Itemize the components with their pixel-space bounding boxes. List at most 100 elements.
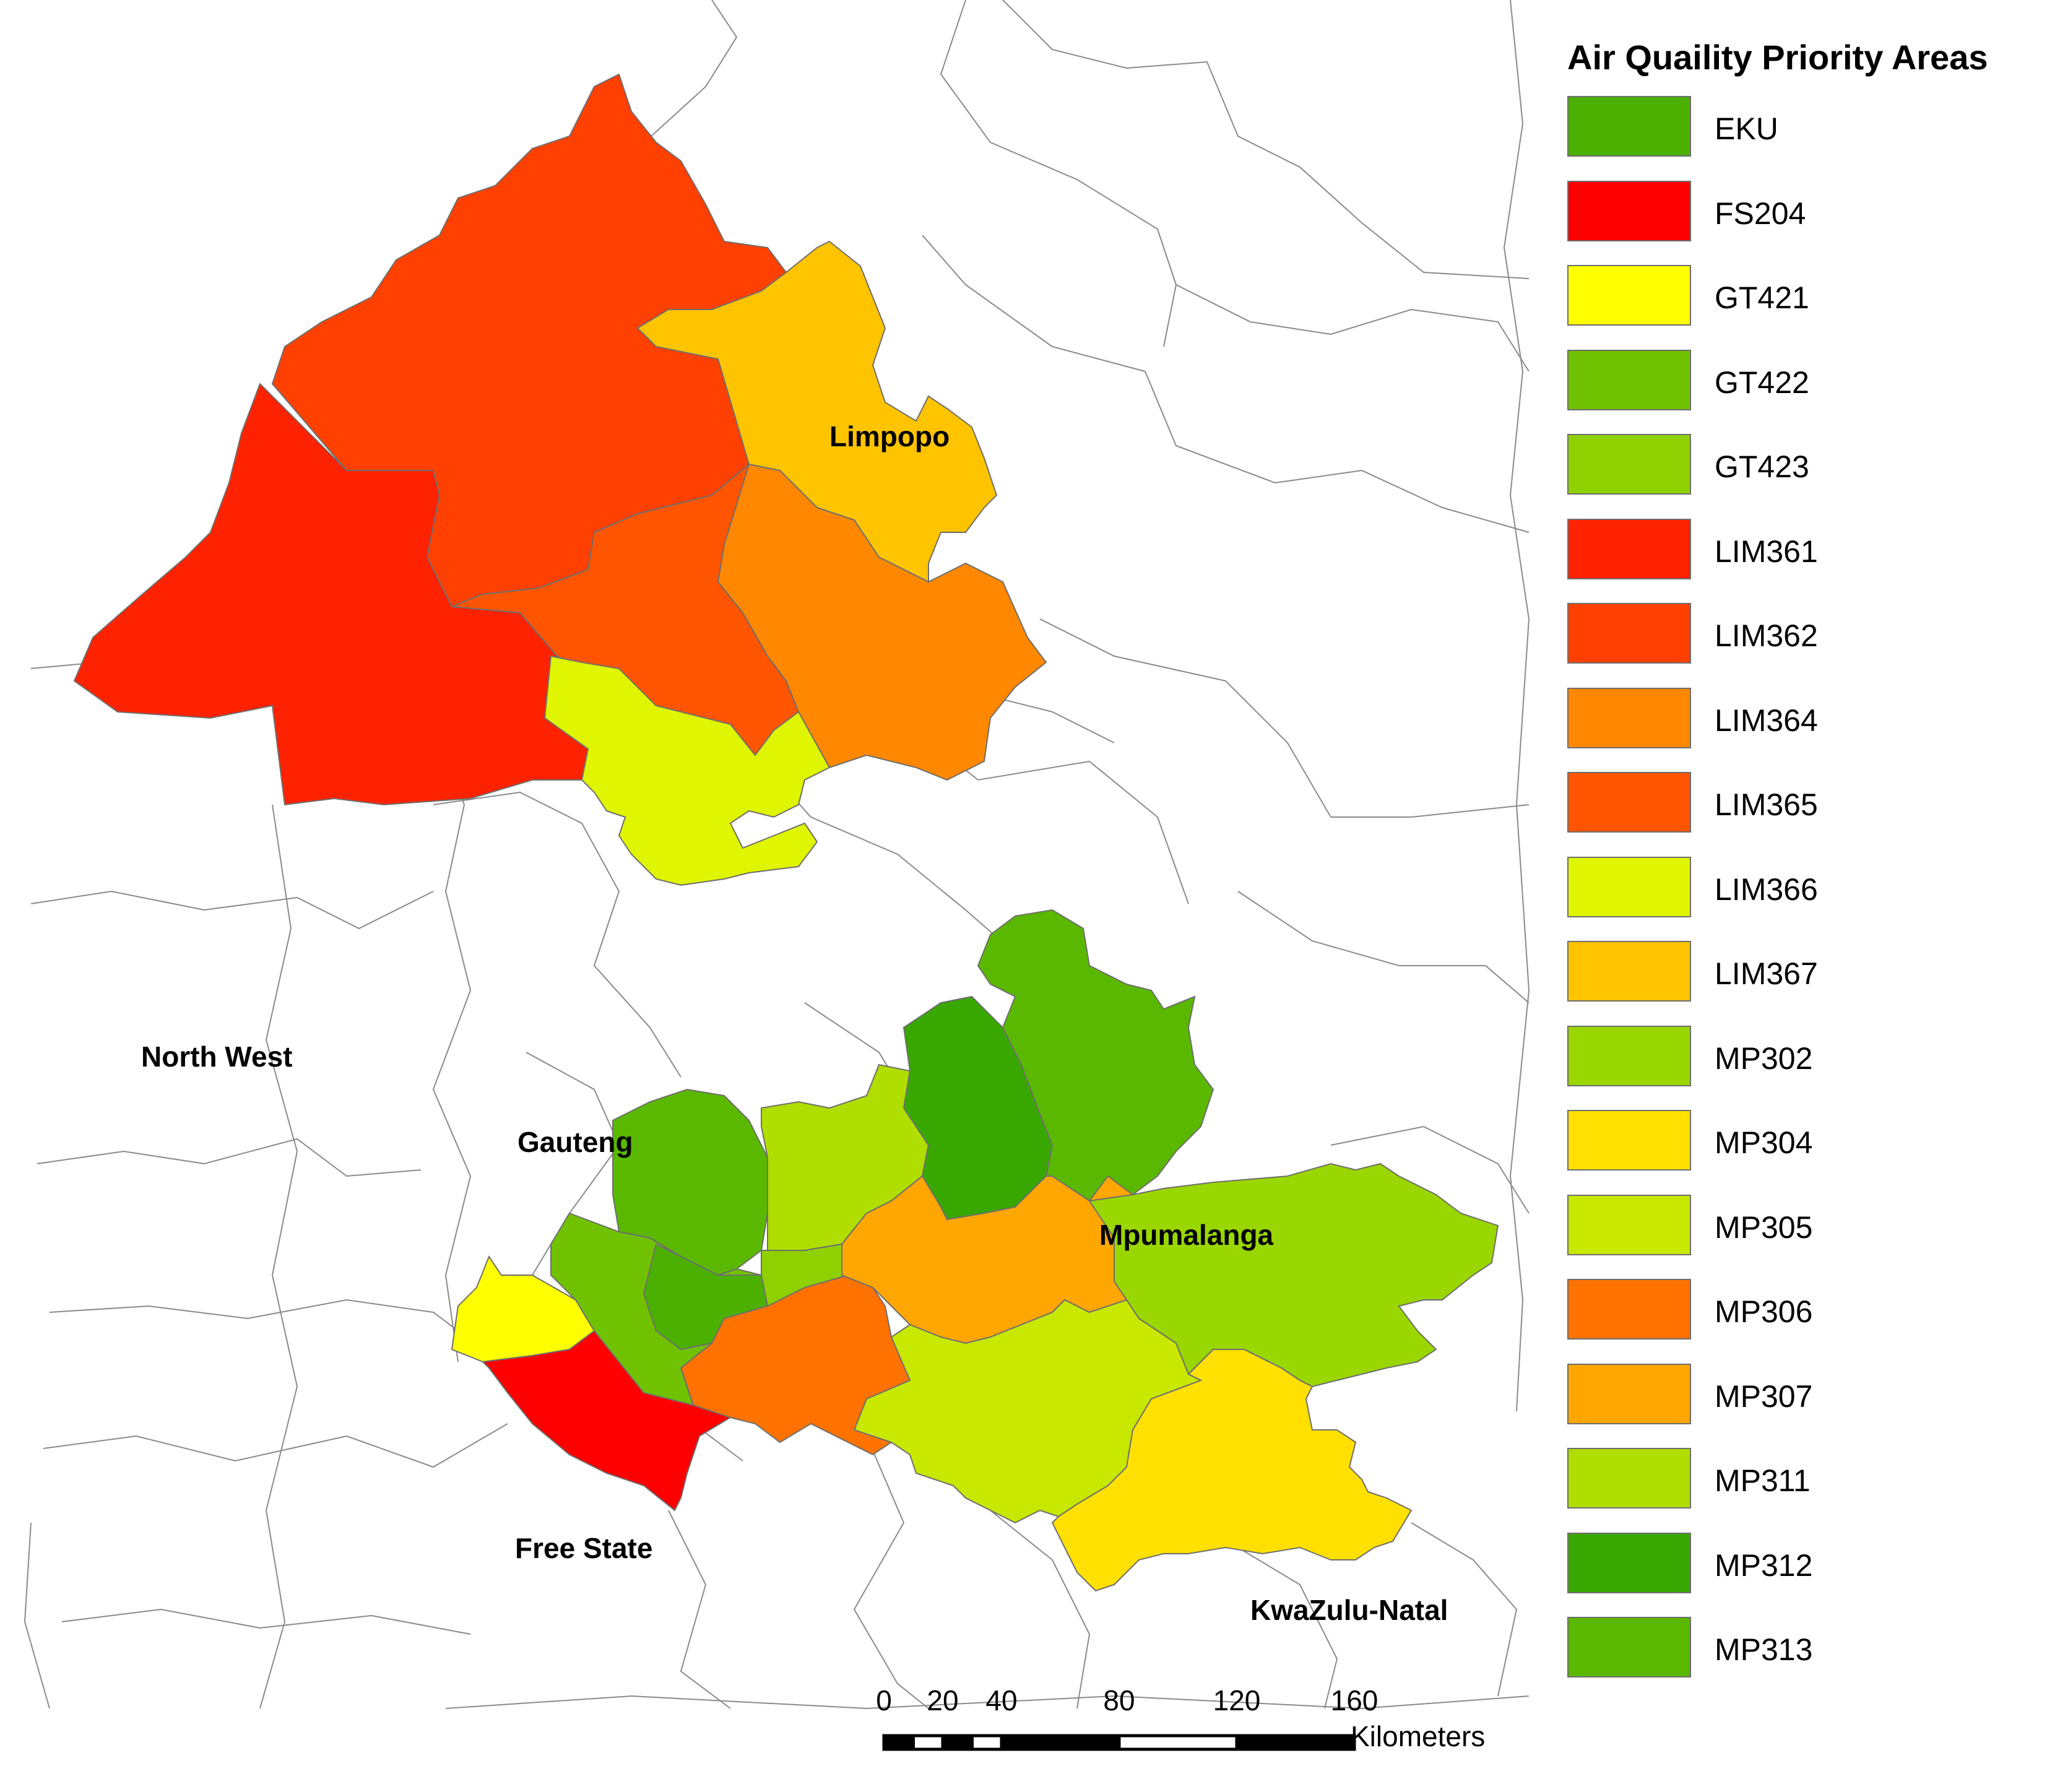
boundary-line — [922, 235, 1530, 533]
area-lim366 — [543, 655, 831, 886]
scale-tick-label: 120 — [1213, 1684, 1261, 1716]
boundary-line — [1039, 618, 1530, 818]
scale-tick-label: 160 — [1330, 1684, 1378, 1716]
map-canvas[interactable] — [0, 0, 1560, 1792]
scale-bar: 0 20 40 80 120 160 Kilometers — [873, 1684, 1554, 1777]
scale-tick-label: 20 — [927, 1684, 959, 1716]
area-mp302-north — [977, 909, 1214, 1202]
legend-item-gt422: GT422 — [1560, 349, 1993, 412]
legend-swatch — [1567, 856, 1691, 917]
boundary-line — [1237, 1547, 1338, 1709]
province-label-north-west: North West — [141, 1041, 293, 1073]
boundary-line — [1175, 284, 1530, 372]
legend-label: MP312 — [1715, 1547, 1813, 1583]
boundary-line — [49, 1299, 483, 1350]
boundary-line — [940, 0, 1177, 347]
boundary-line — [853, 1435, 929, 1709]
legend-swatch — [1567, 434, 1691, 495]
legend-item-gt423: GT423 — [1560, 434, 1993, 496]
scale-segment — [912, 1734, 945, 1751]
legend-item-lim366: LIM366 — [1560, 856, 1993, 919]
map-area[interactable]: Limpopo North West Gauteng Mpumalanga Fr… — [0, 0, 1560, 1792]
legend-item-mp305: MP305 — [1560, 1194, 1993, 1257]
legend-label: MP302 — [1715, 1041, 1813, 1076]
boundary-line — [1503, 0, 1530, 1412]
legend-item-lim365: LIM365 — [1560, 772, 1993, 834]
area-lim367 — [636, 240, 998, 583]
legend-item-eku: EKU — [1560, 96, 1993, 158]
legend-swatch — [1567, 1025, 1691, 1086]
legend-label: LIM362 — [1715, 618, 1818, 653]
legend-item-fs204: FS204 — [1560, 180, 1993, 243]
boundary-line — [37, 1138, 422, 1177]
legend-label: MP307 — [1715, 1379, 1813, 1414]
legend-swatch — [1567, 1194, 1691, 1255]
legend-item-lim361: LIM361 — [1560, 518, 1993, 581]
boundary-line — [1411, 1522, 1518, 1697]
legend-swatch — [1567, 1448, 1691, 1508]
legend-label: MP313 — [1715, 1632, 1813, 1667]
legend-item-lim367: LIM367 — [1560, 941, 1993, 1003]
legend-label: LIM365 — [1715, 787, 1818, 822]
legend-label: LIM364 — [1715, 703, 1818, 738]
boundary-line — [43, 1423, 508, 1468]
scale-segment — [1117, 1734, 1239, 1751]
legend-swatch — [1567, 1279, 1691, 1340]
legend-title: Air Quaility Priority Areas — [1567, 38, 1988, 77]
legend-item-gt421: GT421 — [1560, 265, 1993, 327]
boundary-line — [668, 1510, 731, 1709]
legend-swatch — [1567, 349, 1691, 410]
legend-label: LIM361 — [1715, 534, 1818, 569]
scale-segment — [882, 1734, 915, 1751]
legend-label: GT422 — [1715, 365, 1809, 400]
boundary-line — [30, 890, 434, 930]
scale-segment — [971, 1734, 1003, 1751]
highveld-areas — [451, 909, 1499, 1592]
boundary-line — [1237, 891, 1530, 1003]
legend-swatch — [1567, 1363, 1691, 1424]
legend-swatch — [1567, 265, 1691, 326]
legend-item-lim364: LIM364 — [1560, 687, 1993, 750]
legend-label: MP304 — [1715, 1125, 1813, 1160]
legend-label: MP305 — [1715, 1210, 1813, 1245]
legend-swatch — [1567, 1110, 1691, 1171]
legend-swatch — [1567, 180, 1691, 241]
legend-item-mp313: MP313 — [1560, 1617, 1993, 1679]
province-label-kwazulu-natal: KwaZulu-Natal — [1250, 1594, 1448, 1626]
legend-label: MP311 — [1715, 1463, 1811, 1498]
boundary-line — [61, 1608, 471, 1635]
legend-label: LIM367 — [1715, 956, 1818, 991]
legend-swatch — [1567, 772, 1691, 833]
scale-tick-label: 0 — [876, 1684, 892, 1716]
legend-swatch — [1567, 1532, 1691, 1593]
legend-label: LIM366 — [1715, 872, 1818, 907]
province-label-mpumalanga: Mpumalanga — [1099, 1219, 1274, 1251]
boundary-line — [259, 804, 298, 1709]
legend-swatch — [1567, 603, 1691, 664]
legend-label: GT423 — [1715, 449, 1809, 484]
legend-swatch — [1567, 687, 1691, 748]
legend-item-mp307: MP307 — [1560, 1363, 1993, 1426]
legend-swatch — [1567, 1617, 1691, 1677]
scale-units-label: Kilometers — [1351, 1720, 1486, 1752]
legend-label: MP306 — [1715, 1294, 1813, 1329]
legend-swatch — [1567, 941, 1691, 1002]
legend-label: EKU — [1715, 111, 1778, 146]
scale-segment — [1235, 1734, 1356, 1751]
scale-bar-graphic — [882, 1734, 1356, 1751]
boundary-line — [1330, 1125, 1530, 1214]
legend-label: GT421 — [1715, 280, 1809, 315]
legend-item-mp311: MP311 — [1560, 1448, 1993, 1510]
province-label-free-state: Free State — [515, 1532, 653, 1564]
legend-item-mp304: MP304 — [1560, 1110, 1993, 1172]
province-label-limpopo: Limpopo — [829, 420, 950, 452]
legend-label: FS204 — [1715, 196, 1806, 231]
legend-item-lim362: LIM362 — [1560, 603, 1993, 665]
scale-tick-label: 80 — [1103, 1684, 1135, 1716]
scale-tick-label: 40 — [985, 1684, 1018, 1716]
province-label-gauteng: Gauteng — [517, 1126, 633, 1158]
boundary-line — [1002, 0, 1530, 279]
legend-item-mp306: MP306 — [1560, 1279, 1993, 1341]
legend-swatch — [1567, 96, 1691, 157]
legend-item-mp302: MP302 — [1560, 1025, 1993, 1088]
